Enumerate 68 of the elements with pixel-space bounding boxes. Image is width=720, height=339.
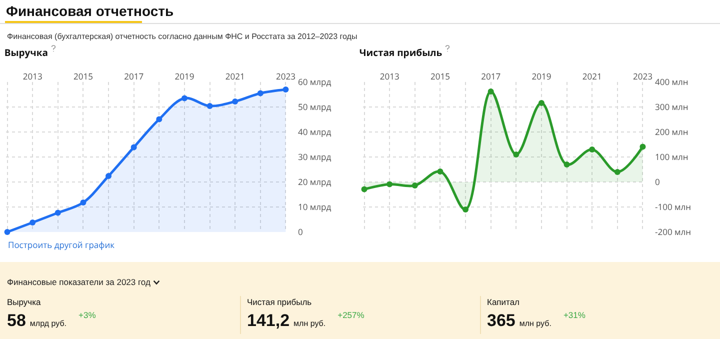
y-tick-label: 10 млрд [298, 202, 332, 213]
y-tick-label: 300 млн [655, 102, 688, 113]
point [386, 181, 393, 188]
point [437, 168, 444, 174]
point [30, 220, 36, 226]
x-tick-label: 2015 [430, 71, 450, 82]
x-tick-label: 2019 [174, 71, 194, 82]
text: +257% [338, 310, 364, 320]
point [282, 86, 289, 92]
y-tick-label: 0 [298, 226, 303, 238]
point [257, 90, 264, 96]
chart-title: Выручка [4, 46, 48, 59]
chart-title: Чистая прибыль [359, 46, 442, 59]
text: Построить другой график [8, 240, 116, 251]
text: 365 [487, 311, 516, 330]
y-tick-label: 0 [655, 176, 660, 188]
x-tick-label: 2015 [73, 71, 94, 82]
x-tick-label: 2017 [481, 71, 501, 82]
x-tick-label: 2013 [380, 71, 400, 82]
point [80, 200, 86, 206]
point [156, 116, 162, 122]
x-tick-label: 2021 [582, 71, 602, 82]
text: Чистая прибыль [247, 297, 312, 307]
y-tick-label: -200 млн [655, 226, 692, 238]
text: млн руб. [294, 319, 326, 328]
y-tick-label: 60 млрд [298, 76, 332, 88]
point [640, 144, 646, 150]
point [206, 103, 213, 109]
point [361, 186, 368, 192]
point [488, 88, 494, 94]
text: 58 [7, 311, 26, 330]
point [538, 100, 544, 106]
y-tick-label: 50 млрд [298, 102, 332, 113]
point [513, 152, 520, 158]
y-tick-label: -100 млн [655, 202, 692, 213]
y-tick-label: 20 млрд [298, 176, 332, 188]
point [232, 98, 238, 104]
y-tick-label: 100 млн [655, 152, 688, 163]
text: Выручка [7, 297, 41, 307]
y-tick-label: 40 млрд [298, 126, 332, 138]
text: +3% [78, 310, 96, 320]
x-tick-label: 2023 [633, 71, 653, 82]
point [614, 169, 620, 175]
text: Финансовая (бухгалтерская) отчетность согласно данным ФНС и Росстата за 2012–2023 годы [7, 32, 358, 41]
x-tick-label: 2019 [532, 71, 552, 82]
text: 141,2 [247, 311, 290, 330]
text: +31% [563, 310, 586, 320]
text: Финансовая отчетность [6, 3, 174, 19]
text: Капитал [487, 297, 520, 307]
point [462, 206, 469, 212]
point [130, 144, 137, 150]
text: млн руб. [519, 319, 552, 328]
x-tick-label: 2023 [276, 71, 296, 82]
point [106, 173, 112, 179]
point [564, 162, 570, 168]
point [4, 229, 10, 235]
text: млрд руб. [30, 319, 66, 328]
y-tick-label: 200 млн [655, 126, 688, 138]
x-tick-label: 2021 [225, 71, 245, 82]
point [589, 146, 596, 152]
x-tick-label: 2013 [22, 71, 42, 82]
y-tick-label: 30 млрд [298, 152, 332, 163]
point [412, 182, 418, 188]
x-tick-label: 2017 [124, 71, 144, 82]
point [54, 210, 61, 216]
y-tick-label: 400 млн [655, 76, 688, 88]
point [181, 95, 188, 102]
text: Финансовые показатели за 2023 год [7, 277, 150, 287]
